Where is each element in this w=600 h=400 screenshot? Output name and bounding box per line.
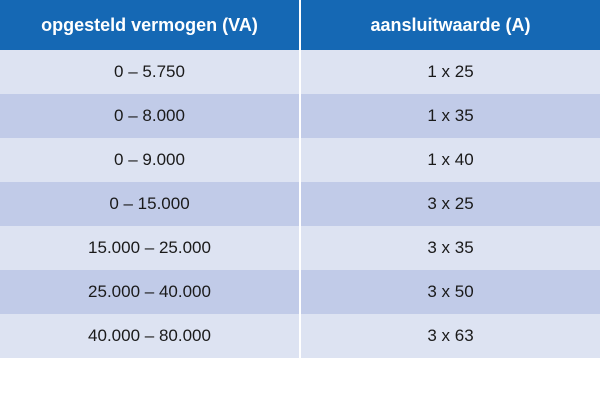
table-header-row: opgesteld vermogen (VA) aansluitwaarde (… — [0, 0, 600, 50]
table-row: 0 – 8.000 1 x 35 — [0, 94, 600, 138]
capacity-table-container: opgesteld vermogen (VA) aansluitwaarde (… — [0, 0, 600, 358]
table-row: 25.000 – 40.000 3 x 50 — [0, 270, 600, 314]
cell-installed-power: 40.000 – 80.000 — [0, 314, 301, 358]
cell-connection-value: 1 x 35 — [300, 94, 600, 138]
header-installed-power: opgesteld vermogen (VA) — [0, 0, 301, 50]
table-row: 0 – 9.000 1 x 40 — [0, 138, 600, 182]
cell-connection-value: 1 x 40 — [300, 138, 600, 182]
cell-connection-value: 1 x 25 — [300, 50, 600, 94]
header-connection-value: aansluitwaarde (A) — [300, 0, 600, 50]
capacity-table: opgesteld vermogen (VA) aansluitwaarde (… — [0, 0, 600, 358]
cell-connection-value: 3 x 35 — [300, 226, 600, 270]
cell-installed-power: 15.000 – 25.000 — [0, 226, 301, 270]
cell-installed-power: 0 – 8.000 — [0, 94, 301, 138]
table-row: 0 – 15.000 3 x 25 — [0, 182, 600, 226]
table-row: 40.000 – 80.000 3 x 63 — [0, 314, 600, 358]
cell-connection-value: 3 x 25 — [300, 182, 600, 226]
table-row: 15.000 – 25.000 3 x 35 — [0, 226, 600, 270]
cell-installed-power: 0 – 15.000 — [0, 182, 301, 226]
table-row: 0 – 5.750 1 x 25 — [0, 50, 600, 94]
cell-installed-power: 0 – 5.750 — [0, 50, 301, 94]
cell-installed-power: 25.000 – 40.000 — [0, 270, 301, 314]
cell-connection-value: 3 x 50 — [300, 270, 600, 314]
cell-connection-value: 3 x 63 — [300, 314, 600, 358]
cell-installed-power: 0 – 9.000 — [0, 138, 301, 182]
